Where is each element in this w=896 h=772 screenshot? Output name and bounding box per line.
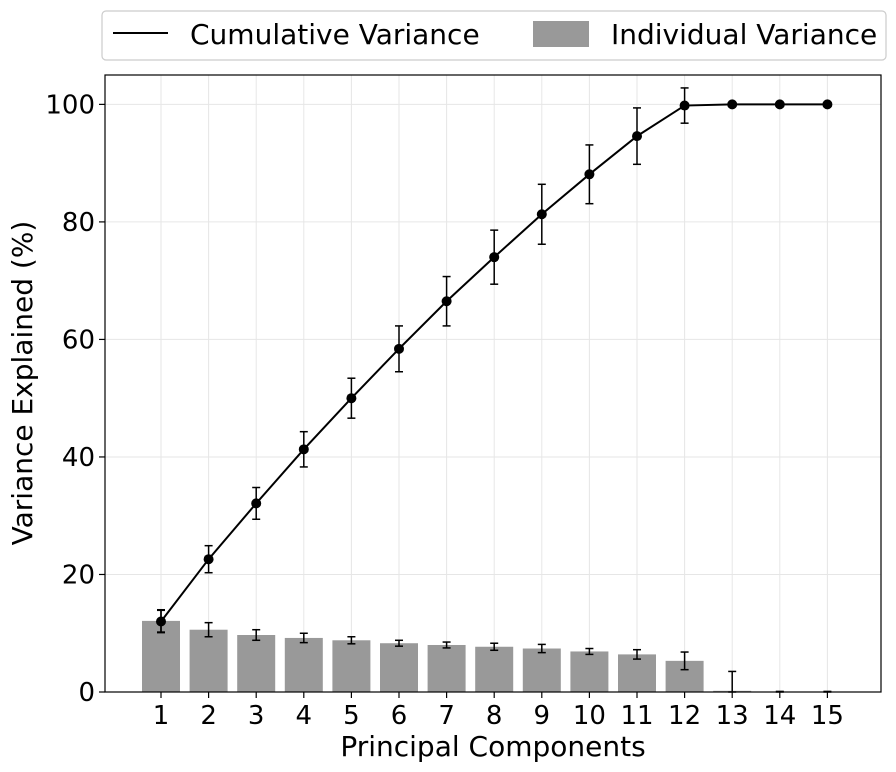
cumulative-point (727, 99, 738, 110)
line-points (156, 99, 833, 627)
plot-frame (104, 74, 882, 693)
cumulative-point (394, 343, 404, 354)
bar (284, 637, 323, 692)
cumulative-point (632, 131, 642, 142)
y-tick-label: 80 (62, 208, 95, 238)
x-tick-label: 14 (763, 701, 796, 731)
x-tick-label: 13 (716, 701, 749, 731)
x-tick-label: 9 (534, 701, 551, 731)
y-tick-label: 100 (45, 90, 95, 120)
line-error-bars (157, 87, 689, 634)
bar (332, 640, 371, 692)
grid-lines (105, 75, 881, 693)
bar (618, 654, 656, 692)
cumulative-point (251, 498, 262, 509)
x-tick-label: 3 (248, 701, 265, 731)
cumulative-point (441, 296, 452, 307)
y-axis-ticks: 0 20 40 60 80 100 (45, 90, 105, 708)
cumulative-point (346, 393, 357, 404)
cumulative-point (536, 209, 547, 220)
cumulative-point (298, 444, 309, 455)
x-tick-label: 11 (620, 701, 653, 731)
bar (237, 635, 276, 692)
x-axis-ticks: 1 2 3 4 5 6 7 8 9 10 11 12 13 14 15 (153, 692, 844, 731)
cumulative-point (774, 99, 785, 110)
x-tick-label: 1 (153, 701, 170, 731)
x-tick-label: 15 (811, 701, 844, 731)
cumulative-point (584, 169, 595, 180)
x-tick-label: 4 (296, 701, 313, 731)
y-axis-title: Variance Explained (%) (6, 221, 39, 546)
bar (189, 629, 228, 692)
x-tick-label: 12 (668, 701, 701, 731)
legend: Cumulative Variance Individual Variance (101, 10, 887, 61)
x-tick-label: 2 (200, 701, 217, 731)
x-tick-label: 7 (438, 701, 455, 731)
y-tick-label: 60 (62, 325, 95, 355)
cumulative-point (489, 252, 500, 263)
bar (522, 648, 561, 692)
legend-cumulative-label: Cumulative Variance (190, 18, 480, 51)
legend-individual-swatch (533, 21, 589, 47)
cumulative-point (679, 100, 690, 111)
bar-series (142, 620, 752, 692)
y-tick-label: 40 (62, 443, 95, 473)
x-tick-label: 10 (573, 701, 606, 731)
bar (475, 646, 514, 692)
cumulative-point (203, 554, 214, 565)
x-tick-label: 5 (343, 701, 360, 731)
y-tick-label: 0 (78, 678, 95, 708)
legend-individual-label: Individual Variance (611, 18, 877, 51)
bar (570, 651, 609, 692)
x-tick-label: 8 (486, 701, 503, 731)
y-tick-label: 20 (62, 560, 95, 590)
cumulative-point (156, 616, 166, 627)
bar (380, 643, 418, 692)
x-axis-title: Principal Components (340, 730, 645, 763)
legend-frame (101, 10, 887, 61)
cumulative-point (822, 99, 833, 110)
bar (427, 644, 466, 692)
x-tick-label: 6 (391, 701, 408, 731)
